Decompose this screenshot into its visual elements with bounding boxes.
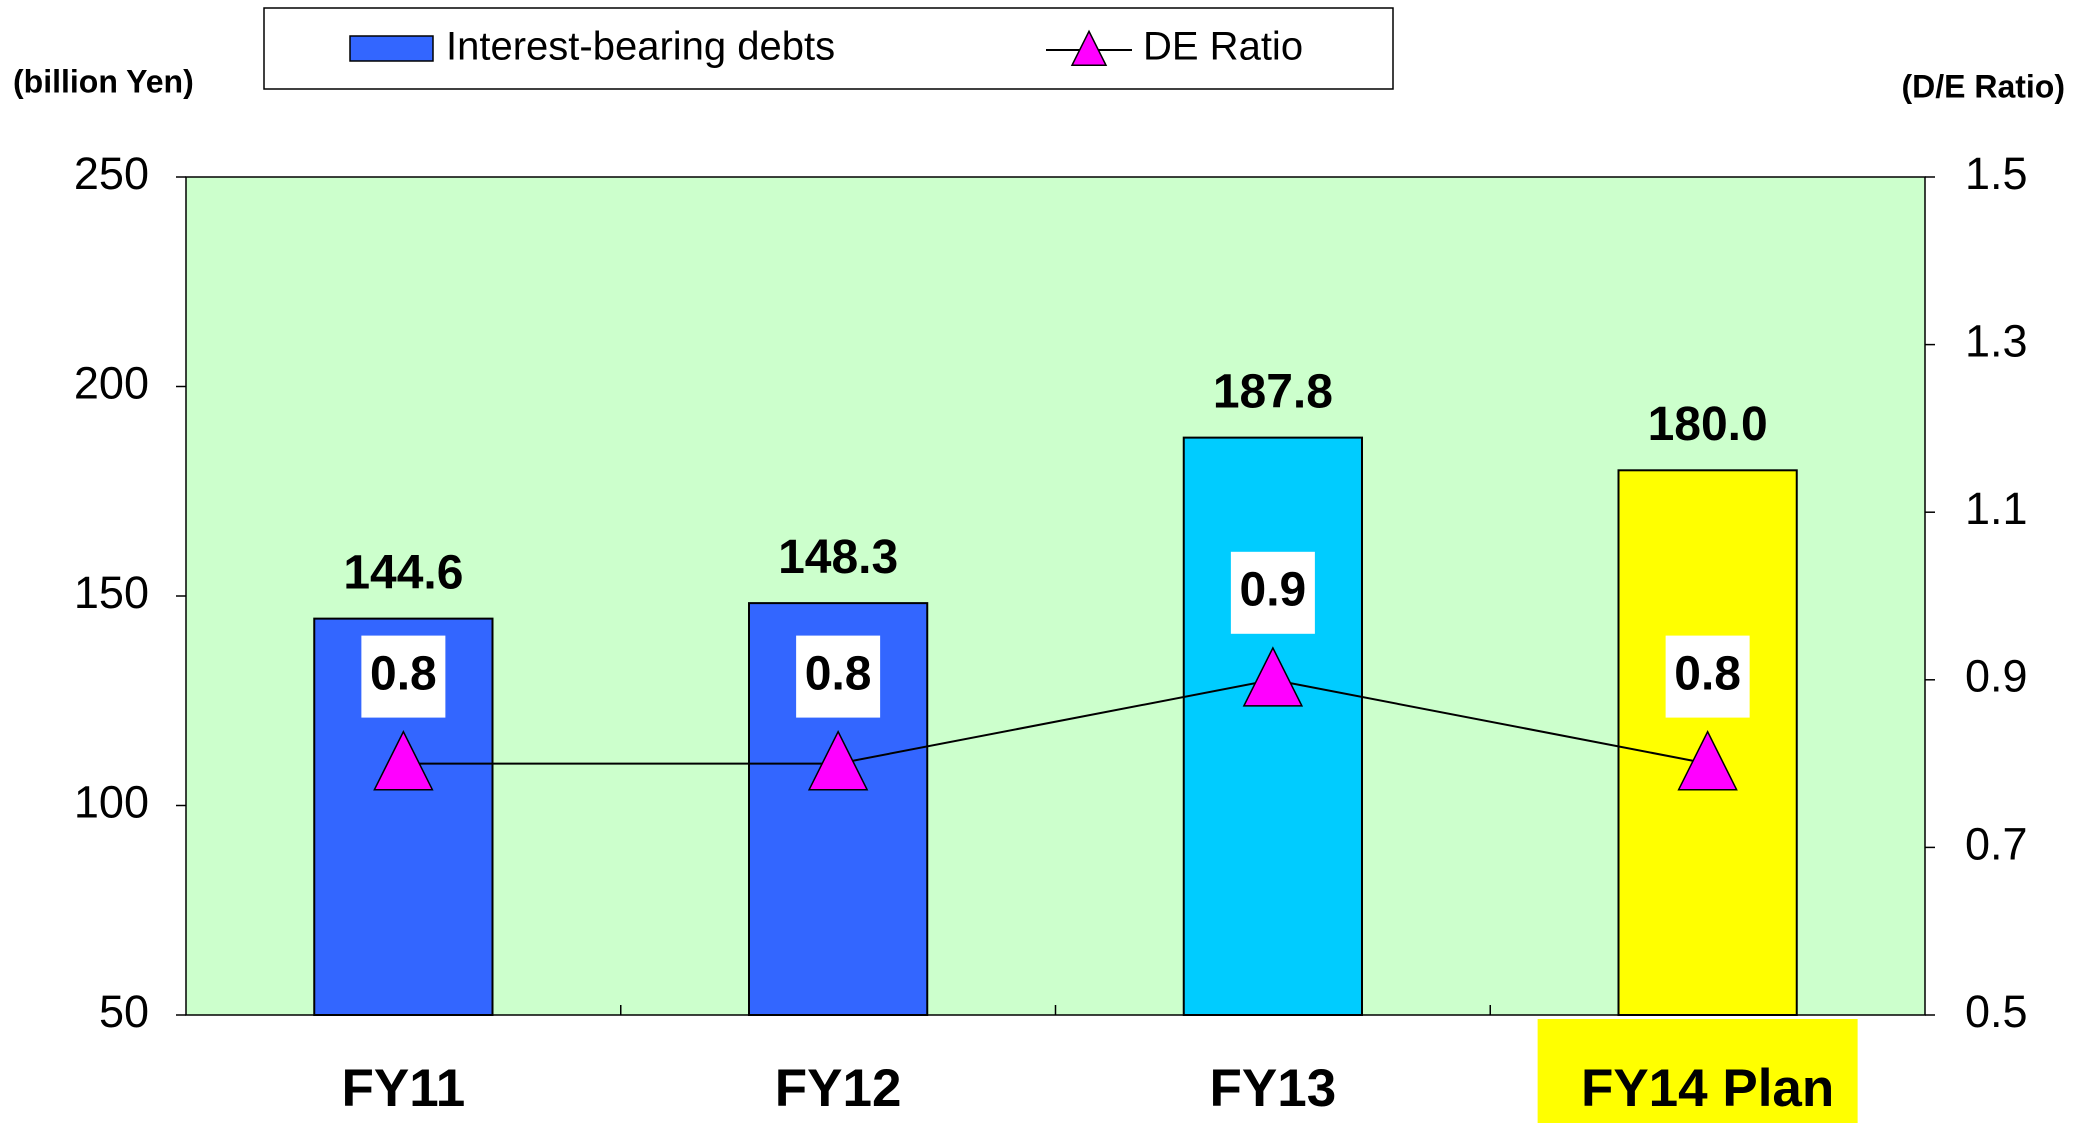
bar-value-label: 144.6 (343, 546, 463, 599)
marker (1242, 646, 1304, 707)
value-label-box (1665, 635, 1750, 718)
y2-tick-label: 0.9 (1965, 651, 2028, 702)
y2-axis-title: (D/E Ratio) (1901, 68, 2065, 104)
y-tick-label: 250 (74, 148, 149, 199)
value-label-box (1230, 551, 1315, 634)
marker (373, 730, 434, 791)
y-axis-title: (billion Yen) (13, 63, 194, 99)
line-value-label: 0.8 (805, 647, 872, 700)
x-tick-label: FY12 (775, 1059, 902, 1118)
bar-value-label: 148.3 (778, 531, 898, 584)
x-tick-label: FY13 (1210, 1059, 1337, 1118)
legend-swatch (349, 35, 434, 62)
y2-tick-label: 0.7 (1965, 818, 2028, 869)
line-value-label: 0.8 (370, 647, 437, 700)
line (403, 678, 1708, 765)
y2-tick-label: 1.5 (1965, 148, 2028, 199)
legend-label: DE Ratio (1143, 25, 1303, 69)
line-value-label: 0.8 (1674, 647, 1741, 700)
y2-tick-label: 1.1 (1965, 483, 2028, 534)
y-tick-label: 150 (74, 567, 149, 618)
y-tick-label: 50 (99, 986, 149, 1037)
x-tick-label: FY11 (341, 1059, 465, 1118)
bar (1182, 436, 1363, 1017)
legend (263, 7, 1394, 90)
y2-tick-label: 1.3 (1965, 315, 2028, 366)
marker (807, 730, 869, 791)
x-tick-label: FY14 Plan (1581, 1059, 1834, 1118)
y-tick-label: 200 (74, 357, 149, 408)
category-highlight (1537, 1019, 1858, 1123)
value-label-box (796, 635, 881, 718)
value-label-box (361, 635, 446, 718)
legend-marker (1070, 29, 1108, 67)
bar-value-label: 187.8 (1213, 365, 1333, 418)
marker (1677, 730, 1738, 791)
line-value-label: 0.9 (1240, 563, 1307, 616)
bar-value-label: 180.0 (1648, 398, 1768, 451)
y2-tick-label: 0.5 (1965, 986, 2028, 1037)
legend-label: Interest-bearing debts (446, 25, 835, 69)
y-tick-label: 100 (74, 776, 149, 827)
